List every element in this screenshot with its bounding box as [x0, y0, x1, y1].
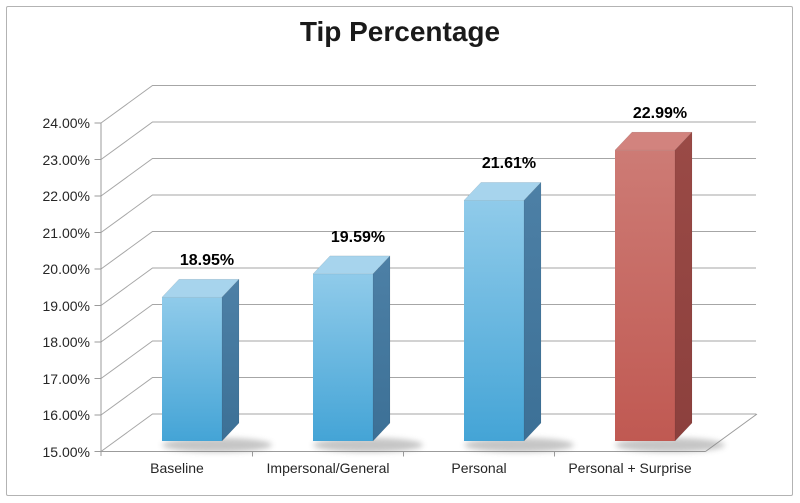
y-tick-label: 15.00% [42, 443, 90, 460]
y-tick-label: 19.00% [42, 297, 90, 314]
y-tick-label: 22.00% [42, 188, 90, 204]
gridline [100, 85, 756, 124]
gridline [100, 231, 756, 270]
gridline [100, 413, 756, 452]
bar-side-face-1 [372, 255, 391, 442]
gridline [100, 194, 756, 233]
y-tick-label: 20.00% [42, 261, 90, 277]
bar-side-face-3 [674, 131, 693, 442]
y-tick-label: 16.00% [42, 407, 90, 423]
bar-front-face-2 [464, 200, 524, 441]
y-tick-label: 21.00% [42, 224, 90, 241]
bar-side-face-2 [523, 181, 542, 442]
chart-title: Tip Percentage [299, 16, 501, 47]
gridline [100, 267, 756, 306]
x-category-label: Personal + Surprise [568, 460, 692, 476]
y-tick-label: 24.00% [42, 115, 90, 131]
y-tick-label: 18.00% [42, 334, 90, 350]
bar-front-face-0 [162, 297, 222, 441]
bar-shadow [162, 438, 272, 452]
bar-value-label: 19.59% [330, 228, 386, 246]
bar-value-label: 18.95% [179, 252, 235, 270]
gridline [100, 377, 756, 416]
y-tick-label: 23.00% [42, 151, 90, 168]
x-category-label: Personal [451, 460, 507, 476]
bar-front-face-3 [615, 150, 675, 441]
gridline [100, 121, 756, 160]
bar-shadow [464, 438, 574, 452]
x-category-label: Impersonal/General [266, 460, 390, 476]
gridline [100, 304, 756, 343]
bar-value-label: 21.61% [481, 155, 537, 173]
bar-shadow [615, 438, 725, 452]
bar-side-face-0 [221, 278, 240, 442]
y-tick-label: 17.00% [42, 370, 90, 387]
gridline [100, 158, 756, 197]
bar-value-label: 22.99% [632, 105, 688, 123]
bar-front-face-1 [313, 273, 373, 441]
gridline [100, 340, 756, 379]
x-category-label: Baseline [150, 460, 204, 476]
bar-shadow [313, 438, 423, 452]
